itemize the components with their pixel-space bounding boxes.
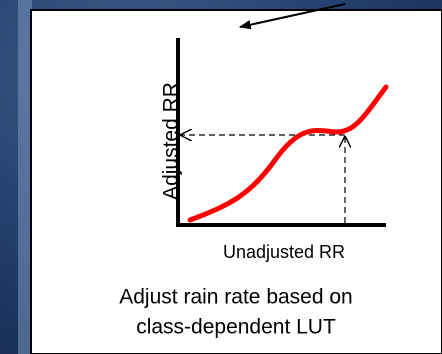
x-axis-label: Unadjusted RR	[223, 242, 345, 262]
caption-line: Adjust rain rate based on	[119, 286, 352, 309]
background-streak	[18, 0, 32, 354]
y-axis-label: Adjusted RR	[160, 82, 183, 200]
caption-line: class-dependent LUT	[136, 316, 336, 339]
page: Adjusted RR Unadjusted RR Adjust rain ra…	[0, 0, 442, 354]
